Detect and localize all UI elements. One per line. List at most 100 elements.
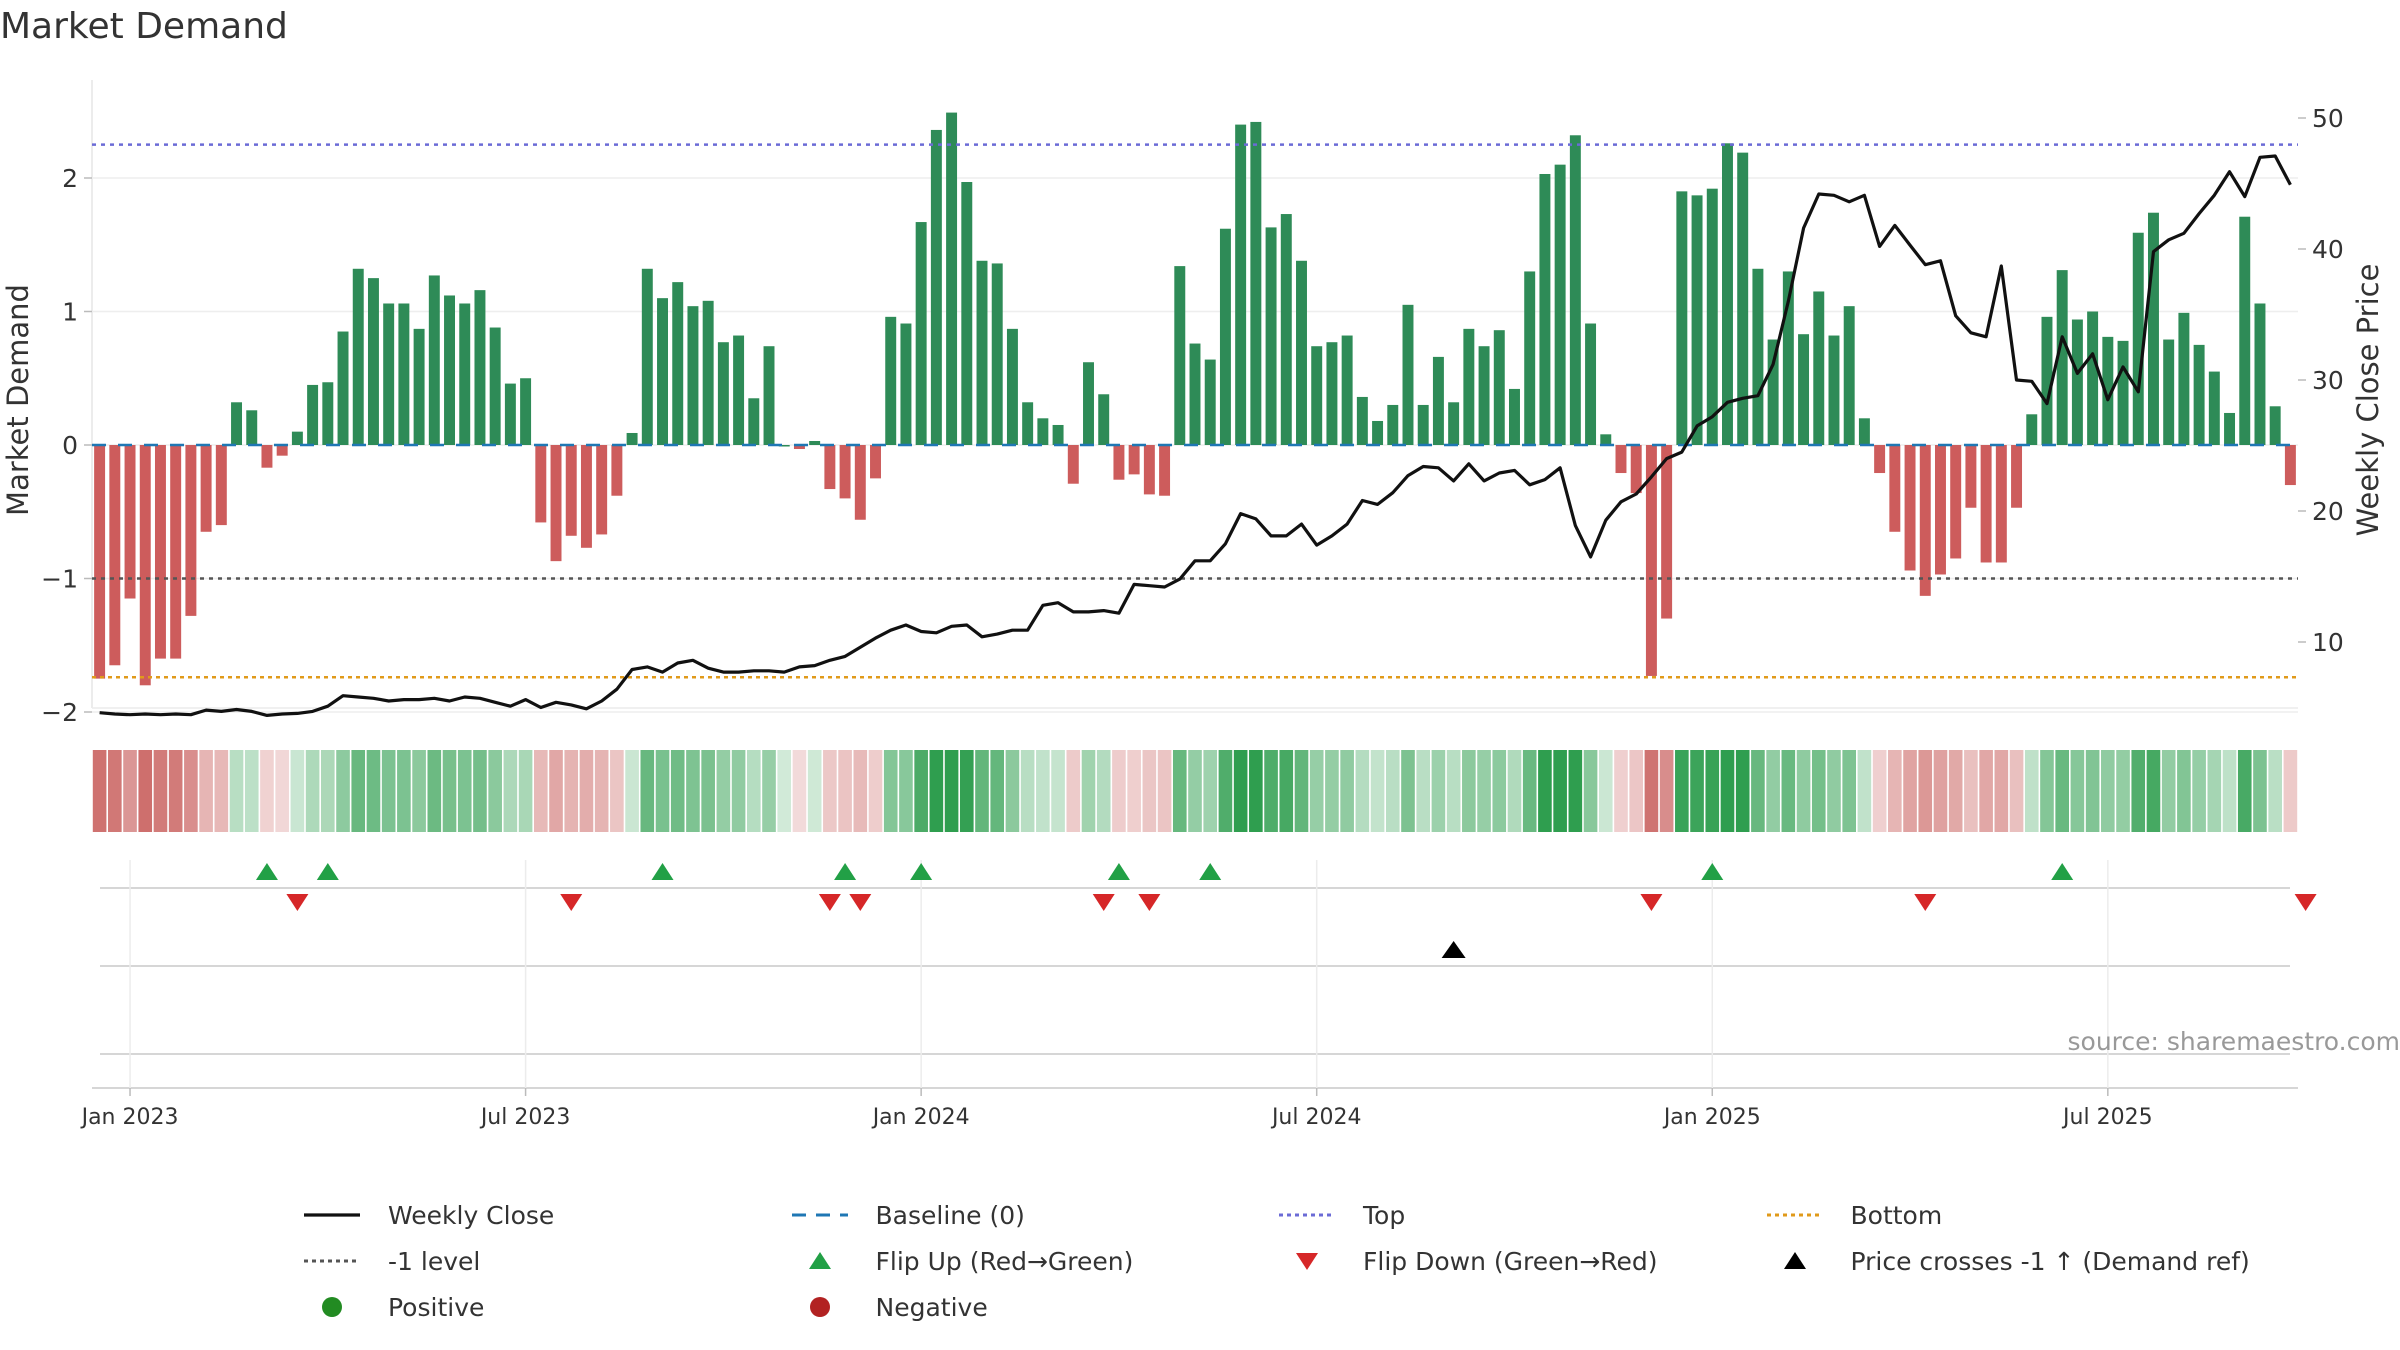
demand-bar-negative xyxy=(170,445,182,659)
demand-bar-positive xyxy=(1341,335,1353,445)
demand-bar-positive xyxy=(1417,404,1429,445)
date-tick-label: Jan 2023 xyxy=(80,1105,179,1130)
heat-cell xyxy=(1355,750,1370,832)
heat-cell xyxy=(123,750,137,832)
heat-cell xyxy=(594,750,609,832)
demand-bar-positive xyxy=(1798,334,1810,445)
demand-bar-negative xyxy=(550,445,562,562)
legend-label: Price crosses -1 ↑ (Demand ref) xyxy=(1850,1246,2250,1276)
demand-bar-positive xyxy=(657,298,668,445)
legend-item: Weekly Close xyxy=(300,1200,788,1230)
heat-cell xyxy=(1005,750,1020,832)
left-axis-label: Market Demand xyxy=(1,284,35,516)
demand-bar-positive xyxy=(504,383,516,445)
demand-bar-positive xyxy=(2087,311,2099,445)
right-axis-ticks: 50 40 30 20 10 xyxy=(2298,104,2344,657)
demand-bar-negative xyxy=(1950,445,1962,559)
heat-cell xyxy=(655,750,670,832)
demand-bar-positive xyxy=(352,268,364,445)
demand-bar-negative xyxy=(139,445,151,686)
heat-cell xyxy=(792,750,807,832)
legend-label: Flip Down (Green→Red) xyxy=(1363,1246,1658,1276)
heat-cell xyxy=(412,750,426,832)
heat-cell xyxy=(2253,750,2267,832)
heat-cell xyxy=(1385,750,1400,832)
left-tick-label: −2 xyxy=(41,698,78,727)
demand-bar-positive xyxy=(2102,336,2114,445)
demand-bar-positive xyxy=(1752,268,1764,445)
heat-cell xyxy=(1598,750,1613,832)
flip-up-marker xyxy=(834,863,857,880)
demand-bar-negative xyxy=(1934,445,1946,575)
demand-bar-positive xyxy=(246,410,258,445)
legend-label: Baseline (0) xyxy=(875,1200,1025,1230)
flip-down-marker xyxy=(849,894,872,911)
demand-bar-positive xyxy=(1052,424,1064,445)
heat-cell xyxy=(138,750,153,832)
heat-cell xyxy=(1553,750,1567,832)
flip-up-marker xyxy=(1199,863,1222,880)
demand-bar-negative xyxy=(261,445,273,468)
demand-bar-negative xyxy=(1113,445,1125,480)
demand-bar-positive xyxy=(1600,434,1612,445)
date-tick-label: Jan 2025 xyxy=(1662,1105,1761,1130)
demand-bar-positive xyxy=(1782,271,1794,445)
legend-swatch-dot-pos xyxy=(322,1297,342,1317)
demand-bar-positive xyxy=(337,331,349,445)
legend-swatch-dash xyxy=(791,1213,848,1217)
heat-cell xyxy=(244,750,259,832)
price-line-layer xyxy=(99,154,2292,718)
demand-bar-negative xyxy=(1159,445,1171,496)
heat-cell xyxy=(473,750,487,832)
heat-cell xyxy=(1446,750,1461,832)
heat-cell xyxy=(1264,750,1278,832)
demand-bar-positive xyxy=(1006,328,1018,445)
heat-cell xyxy=(2177,750,2191,832)
heat-cell xyxy=(762,750,776,832)
demand-bar-positive xyxy=(1235,124,1247,445)
heat-cell xyxy=(1720,750,1735,832)
demand-bar-positive xyxy=(322,382,334,445)
heat-cell xyxy=(1157,750,1172,832)
demand-bar-positive xyxy=(444,295,456,445)
heat-cell xyxy=(1644,750,1659,832)
heat-cell xyxy=(534,750,548,832)
right-tick-label: 10 xyxy=(2312,628,2344,657)
heat-cell xyxy=(1857,750,1872,832)
date-tick-label: Jul 2024 xyxy=(1270,1105,1362,1130)
heat-cell xyxy=(2283,750,2298,832)
demand-bar-positive xyxy=(413,328,425,445)
demand-bar-positive xyxy=(1356,396,1368,445)
legend-item: Bottom xyxy=(1763,1200,2251,1230)
flip-down-marker xyxy=(1914,894,1937,911)
heat-cell xyxy=(1705,750,1720,832)
heat-cell xyxy=(1903,750,1917,832)
demand-bar-positive xyxy=(2041,316,2053,445)
demand-bar-negative xyxy=(1889,445,1901,532)
demand-bar-positive xyxy=(809,440,821,445)
demand-bar-positive xyxy=(1326,342,1338,445)
demand-bar-positive xyxy=(1676,191,1688,445)
heat-cell xyxy=(518,750,533,832)
demand-bar-positive xyxy=(1311,346,1323,445)
demand-bar-positive xyxy=(2117,340,2129,445)
demand-bar-positive xyxy=(1037,418,1049,445)
legend-label: Weekly Close xyxy=(388,1200,555,1230)
heat-cell xyxy=(1188,750,1202,832)
heat-cell xyxy=(1294,750,1309,832)
heat-cell xyxy=(381,750,396,832)
right-axis-label: Weekly Close Price xyxy=(2351,264,2385,537)
heat-cell xyxy=(686,750,700,832)
demand-bar-negative xyxy=(824,445,836,490)
heat-cell xyxy=(1203,750,1218,832)
heat-cell xyxy=(1659,750,1674,832)
demand-bar-positive xyxy=(702,300,714,445)
demand-heat-strip xyxy=(92,750,2298,832)
demand-bar-negative xyxy=(2011,445,2023,508)
right-tick-label: 40 xyxy=(2312,235,2344,264)
heat-cell xyxy=(1401,750,1415,832)
flip-up-marker xyxy=(2051,863,2074,880)
date-tick-label: Jan 2024 xyxy=(871,1105,970,1130)
legend: Weekly Close Baseline (0) Top Bottom -1 leve… xyxy=(300,1200,2250,1330)
